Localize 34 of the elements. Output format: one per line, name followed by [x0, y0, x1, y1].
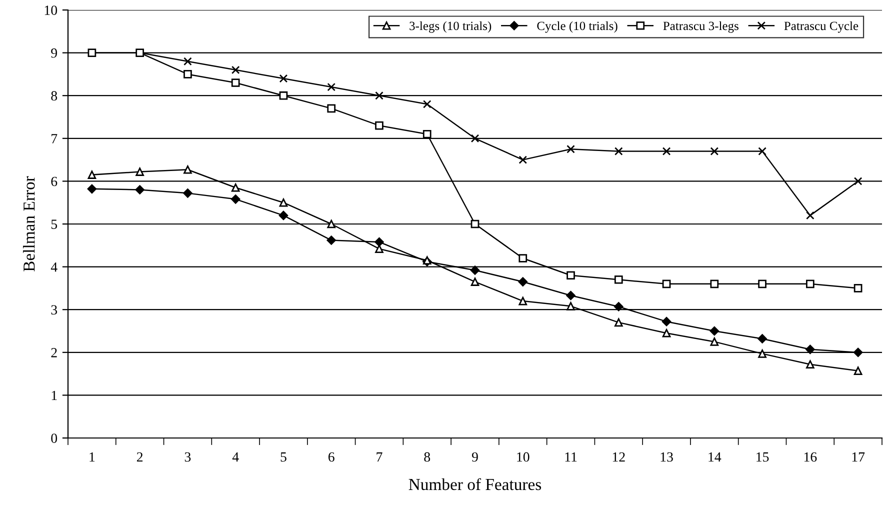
x-tick-label: 2: [136, 452, 143, 462]
y-tick-label: 8: [51, 91, 58, 101]
y-tick-label: 3: [51, 305, 58, 315]
x-tick-label: 17: [852, 452, 865, 462]
y-tick-label: 2: [51, 348, 57, 358]
y-tick-label: 4: [50, 262, 58, 272]
x-tick-label: 4: [232, 452, 239, 462]
x-tick-label: 10: [517, 452, 530, 462]
legend-label: Cycle (10 trials): [537, 21, 618, 33]
x-tick-label: 1: [90, 452, 95, 462]
y-tick-label: 10: [44, 6, 58, 15]
y-tick-label: 7: [52, 134, 58, 144]
x-tick-label: 9: [472, 452, 478, 462]
x-tick-label: 11: [565, 452, 577, 462]
x-axis-title: Number of Features: [408, 478, 542, 490]
x-tick-label: 12: [612, 452, 625, 462]
y-tick-label: 0: [51, 434, 58, 443]
x-tick-label: 5: [280, 452, 286, 462]
y-axis-title: Bellman Error: [23, 176, 35, 272]
y-tick-label: 5: [51, 220, 58, 229]
y-tick-label: 6: [51, 176, 58, 186]
x-tick-label: 15: [756, 452, 769, 462]
legend-label: Patrascu Cycle: [784, 21, 858, 33]
y-tick-label: 1: [52, 390, 57, 400]
x-tick-label: 8: [424, 452, 430, 462]
y-tick-label: 9: [51, 48, 58, 58]
x-tick-label: 6: [328, 452, 334, 462]
x-tick-label: 16: [804, 452, 817, 462]
legend-label: Patrascu 3-legs: [663, 21, 738, 33]
x-tick-label: 13: [660, 452, 673, 462]
x-tick-label: 7: [376, 452, 382, 462]
legend-label: 3-legs (10 trials): [410, 21, 492, 33]
x-tick-label: 3: [184, 452, 191, 462]
x-tick-label: 14: [708, 452, 722, 462]
